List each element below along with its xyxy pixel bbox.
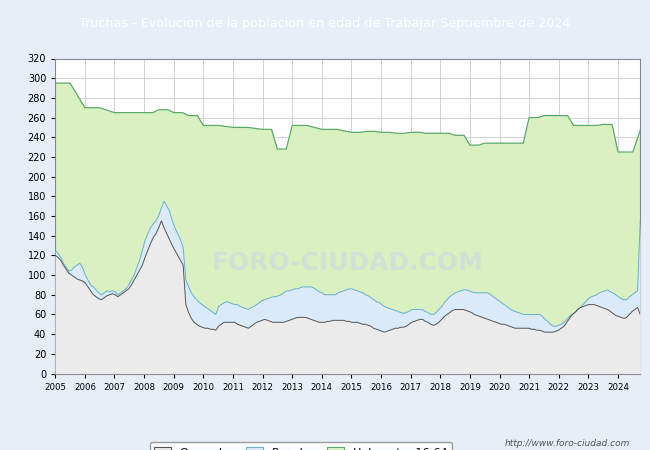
Text: Truchas - Evolucion de la poblacion en edad de Trabajar Septiembre de 2024: Truchas - Evolucion de la poblacion en e… bbox=[79, 17, 571, 30]
Text: http://www.foro-ciudad.com: http://www.foro-ciudad.com bbox=[505, 439, 630, 448]
Legend: Ocupados, Parados, Hab. entre 16-64: Ocupados, Parados, Hab. entre 16-64 bbox=[150, 442, 452, 450]
Text: FORO-CIUDAD.COM: FORO-CIUDAD.COM bbox=[212, 251, 484, 275]
